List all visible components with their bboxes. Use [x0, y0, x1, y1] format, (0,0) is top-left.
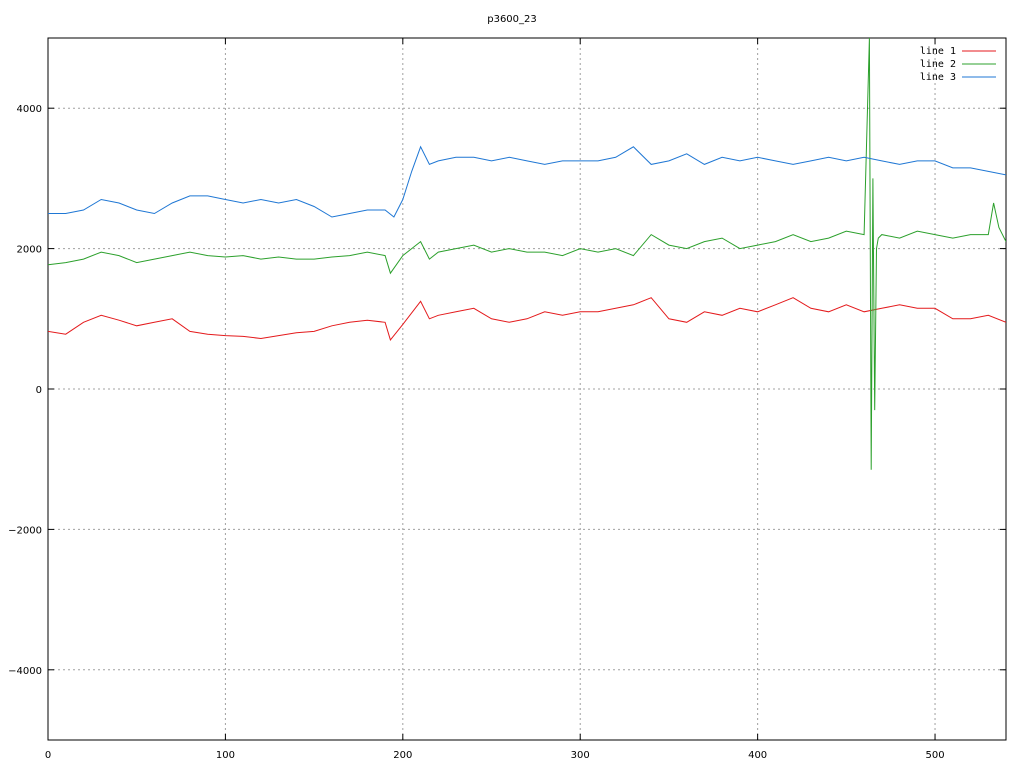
series-line-3 — [48, 145, 1006, 218]
x-tick-label: 500 — [925, 750, 944, 761]
plot-frame — [47, 37, 1007, 741]
legend-label-1: line 1 — [920, 46, 956, 57]
legend-label-2: line 2 — [920, 59, 956, 70]
y-tick-label: 4000 — [17, 104, 42, 115]
x-tick-label: 100 — [216, 750, 235, 761]
y-tick-label: −2000 — [8, 525, 42, 536]
axes: 0 100 200 300 400 500 −4000 −2000 0 2000 4000 — [8, 37, 1007, 761]
series-lines — [48, 38, 1006, 470]
x-tick-label: 0 — [45, 750, 51, 761]
grid-lines — [48, 38, 1006, 740]
y-tick-label: 2000 — [17, 245, 42, 256]
legend-label-3: line 3 — [920, 72, 956, 83]
x-tick-label: 200 — [393, 750, 412, 761]
x-tick-label: 300 — [571, 750, 590, 761]
legend: line 1 line 2 line 3 — [920, 46, 996, 83]
y-tick-label: 0 — [36, 385, 42, 396]
x-tick-label: 400 — [748, 750, 767, 761]
chart-title: p3600_23 — [487, 14, 537, 25]
series-line-1 — [48, 297, 1006, 341]
series-line-2 — [48, 38, 1006, 470]
y-tick-label: −4000 — [8, 666, 42, 677]
